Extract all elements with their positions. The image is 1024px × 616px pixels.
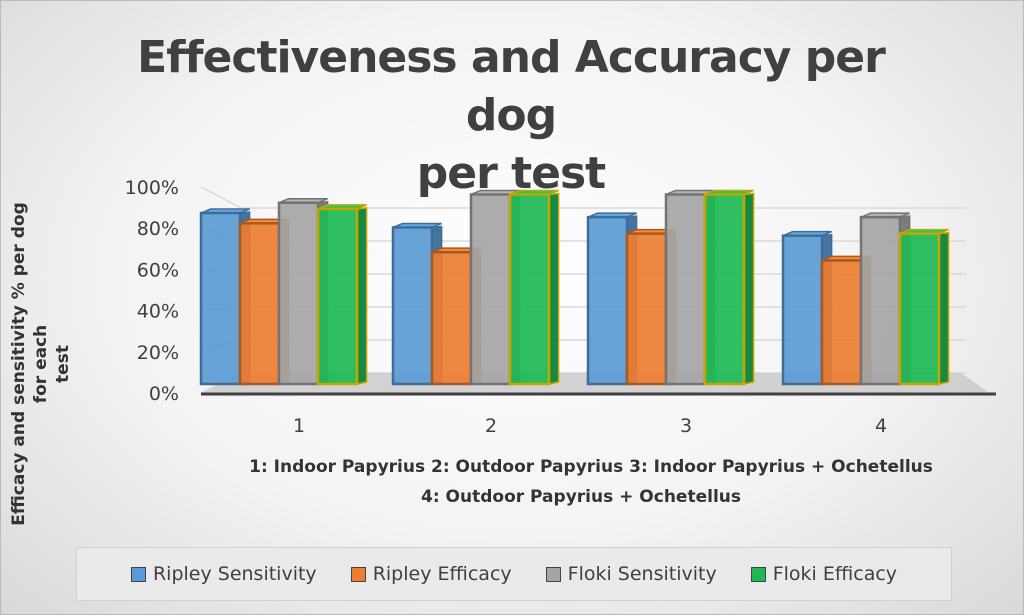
legend-item: Floki Efficacy (750, 563, 898, 585)
gridline-side (200, 186, 242, 209)
legend-swatch (750, 566, 766, 582)
bar-floki-efficacy (898, 232, 941, 386)
x-axis-caption-2: 4: Outdoor Papyrius + Ochetellus (421, 487, 741, 507)
x-tick-label: 2 (485, 415, 497, 437)
y-tick-label: 0% (149, 383, 179, 405)
chart-title: Effectiveness and Accuracy per dog per t… (101, 29, 921, 203)
y-tick-label: 80% (137, 218, 179, 240)
bar-ripley-efficacy (238, 222, 281, 386)
bar-ripley-efficacy (430, 250, 473, 386)
bar-ripley-sensitivity (781, 234, 824, 386)
y-tick-label: 40% (137, 301, 179, 323)
bar-floki-efficacy (316, 207, 359, 386)
legend-item: Floki Sensitivity (545, 563, 717, 585)
bar-ripley-efficacy (820, 259, 863, 386)
y-tick-label: 60% (137, 259, 179, 281)
legend-label: Floki Efficacy (772, 563, 898, 585)
bar-floki-efficacy (508, 193, 551, 386)
y-tick-label: 20% (137, 342, 179, 364)
bar-ripley-sensitivity (586, 215, 629, 386)
legend-item: Ripley Sensitivity (130, 563, 317, 585)
bar-floki-sensitivity (664, 193, 707, 386)
x-tick-label: 4 (875, 415, 887, 437)
legend-swatch (130, 566, 146, 582)
legend-label: Ripley Sensitivity (152, 563, 317, 585)
legend-label: Ripley Efficacy (372, 563, 512, 585)
bar-ripley-sensitivity (391, 226, 434, 386)
bar-floki-sensitivity (859, 215, 902, 386)
y-tick-label: 100% (125, 177, 179, 199)
bar-ripley-sensitivity (199, 211, 242, 386)
x-tick-label: 1 (293, 415, 305, 437)
bar-side (743, 192, 755, 385)
bar-side (548, 192, 560, 385)
bar-side (356, 207, 368, 385)
bar-ripley-efficacy (625, 232, 668, 386)
legend-label: Floki Sensitivity (567, 563, 717, 585)
legend-swatch (545, 566, 561, 582)
legend: Ripley Sensitivity Ripley Efficacy Floki S… (76, 547, 952, 601)
bar-side (938, 231, 950, 385)
x-axis-caption-1: 1: Indoor Papyrius 2: Outdoor Papyrius 3… (249, 457, 933, 477)
title-line-1: Effectiveness and Accuracy per dog (137, 32, 886, 141)
bar-floki-sensitivity (277, 201, 320, 386)
legend-item: Ripley Efficacy (350, 563, 512, 585)
x-tick-label: 3 (680, 415, 692, 437)
legend-swatch (350, 566, 366, 582)
bar-floki-efficacy (703, 193, 746, 386)
bar-floki-sensitivity (469, 193, 512, 386)
